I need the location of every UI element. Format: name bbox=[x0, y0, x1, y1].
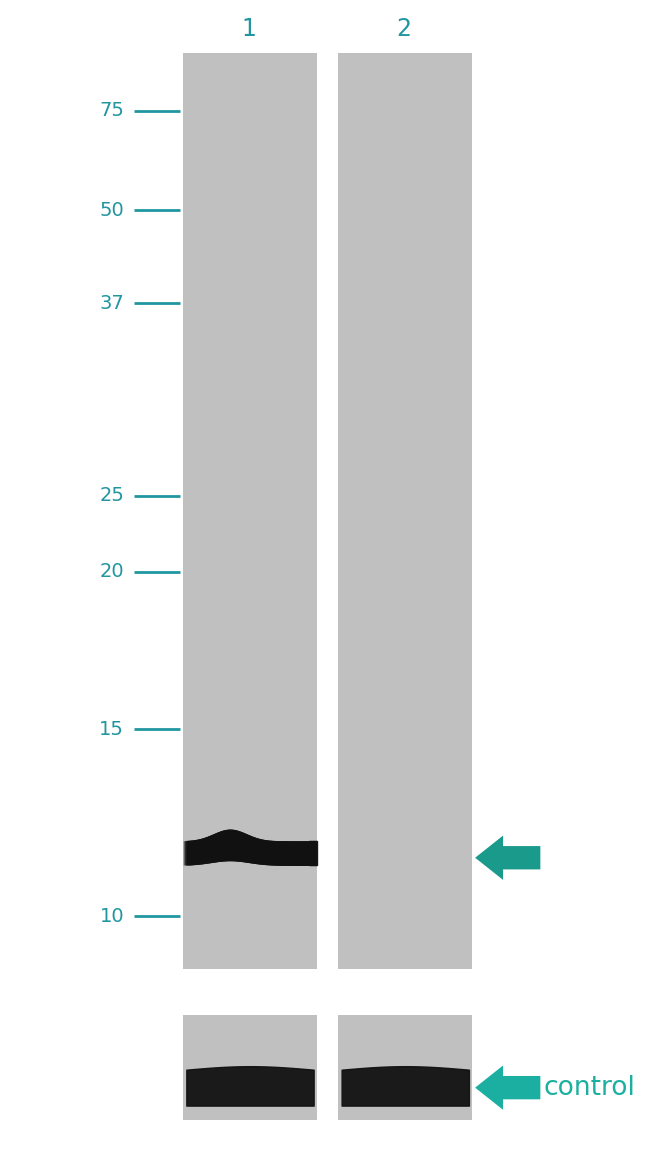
Text: 2: 2 bbox=[396, 16, 411, 41]
Text: 25: 25 bbox=[99, 487, 124, 505]
Text: 20: 20 bbox=[99, 562, 124, 581]
Text: 10: 10 bbox=[99, 907, 124, 925]
Bar bbox=[183, 1015, 317, 1120]
Bar bbox=[183, 53, 317, 969]
Text: 75: 75 bbox=[99, 102, 124, 120]
Text: control: control bbox=[543, 1075, 635, 1100]
Text: 1: 1 bbox=[241, 16, 256, 41]
FancyArrow shape bbox=[475, 836, 540, 880]
Text: 15: 15 bbox=[99, 720, 124, 739]
Text: 50: 50 bbox=[99, 201, 124, 219]
Bar bbox=[339, 1015, 472, 1120]
FancyArrow shape bbox=[475, 1065, 540, 1110]
Bar bbox=[339, 53, 472, 969]
Text: 37: 37 bbox=[99, 294, 124, 313]
